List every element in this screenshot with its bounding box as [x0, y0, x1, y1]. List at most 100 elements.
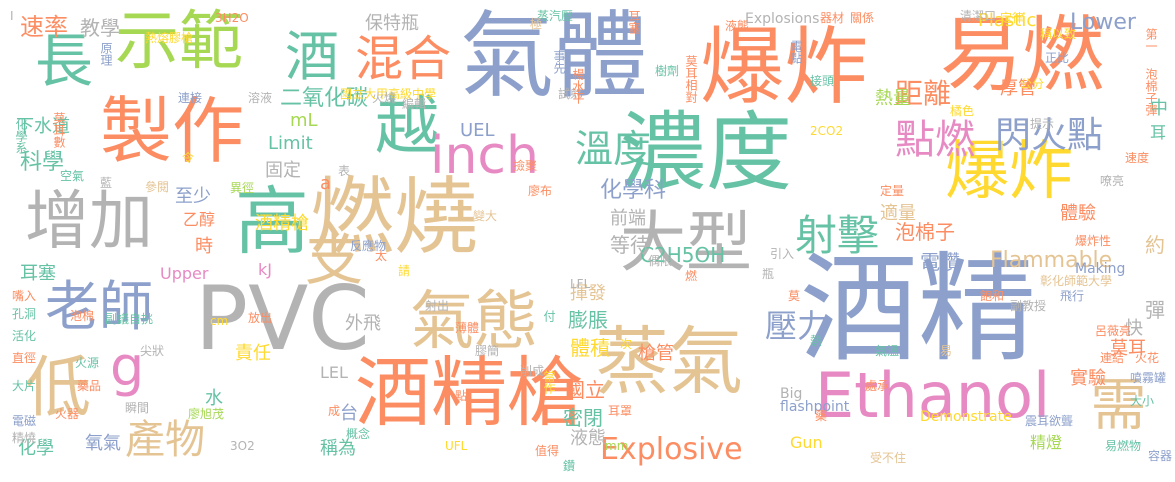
cloud-word: 速度 [1125, 151, 1150, 165]
cloud-word: Big [780, 386, 803, 402]
cloud-word: 槍管 [638, 343, 674, 364]
cloud-word: 飽和 [980, 289, 1005, 303]
cloud-word: 酒精槍 [355, 348, 583, 437]
cloud-word: 易 [940, 344, 953, 358]
cloud-word: 噴霧罐 [1130, 371, 1167, 385]
cloud-word: 火源 [75, 356, 100, 370]
cloud-word: 嘹亮 [1100, 174, 1125, 188]
cloud-word: 國立大甲高級中學 [340, 87, 437, 101]
cloud-word: 台 [340, 403, 358, 424]
cloud-word: 瞬間 [125, 401, 150, 415]
cloud-word: 試射 [558, 87, 583, 101]
cloud-word: 點燃 [895, 117, 975, 163]
cloud-word: 彰化師範大學 [1040, 274, 1113, 288]
cloud-word: Demonstrate [920, 409, 1012, 425]
cloud-word: 提示 [1030, 117, 1055, 131]
cloud-word: 下水道 [16, 116, 70, 137]
cloud-word: 快 [1125, 318, 1143, 339]
cloud-word: 大小 [1130, 394, 1155, 408]
cloud-word: 第一 [1144, 28, 1158, 52]
cloud-word: 等待 [610, 233, 650, 257]
cloud-word: 責任 [235, 343, 271, 364]
cloud-word: 請 [398, 264, 411, 278]
cloud-word: 膠簡 [475, 344, 500, 358]
cloud-word: 定量 [880, 184, 905, 198]
cloud-word: 水 [205, 388, 223, 409]
cloud-word: g [110, 335, 145, 398]
cloud-word: 溶液 [248, 91, 273, 105]
cloud-word: 變大 [473, 209, 498, 223]
cloud-word: Explosions [745, 11, 820, 27]
cloud-word: 實驗 [1070, 368, 1106, 389]
cloud-word: 2CO2 [810, 124, 844, 138]
cloud-word: 引入 [770, 247, 795, 261]
cloud-word: 飛行 [1060, 289, 1085, 303]
cloud-word: 事先 [552, 50, 566, 74]
cloud-word: 值得 [535, 444, 560, 458]
cloud-word: Flammable [990, 248, 1113, 273]
cloud-word: 偶限 [648, 254, 673, 268]
cloud-word: 爆炸 [700, 18, 869, 116]
cloud-word: 產物 [125, 417, 205, 463]
cloud-word: 彈 [1145, 298, 1165, 322]
cloud-word: 關係 [850, 11, 875, 25]
cloud-word: 膨脹 [568, 308, 608, 332]
cloud-word: 鑽 [563, 459, 576, 473]
cloud-word: 體驗 [1060, 203, 1096, 224]
cloud-word: 示範 [115, 5, 243, 79]
cloud-word: 廖布 [528, 184, 553, 198]
cloud-word: inch [430, 126, 539, 186]
cloud-word: 尖狀 [140, 344, 165, 358]
cloud-word: 藥 [815, 409, 828, 423]
cloud-word: 泡棉子彈 [1144, 68, 1158, 116]
cloud-word: 令 [182, 151, 195, 165]
cloud-word: 處承 [865, 379, 890, 393]
cloud-word: 精燈 [1030, 433, 1063, 452]
cloud-word: 酒 [285, 25, 339, 88]
cloud-word: 蒸氣 [595, 319, 743, 405]
cloud-word: 電鑽 [920, 250, 960, 274]
cloud-word: 體積 [570, 336, 610, 360]
cloud-word: 氣體 [460, 2, 649, 111]
cloud-word: 厚管 [1000, 78, 1036, 99]
cloud-word: 速率 [20, 13, 68, 41]
cloud-word: 放出 [248, 311, 273, 325]
cloud-word: 3H2O [215, 11, 249, 25]
cloud-word: 公分 [1020, 77, 1045, 91]
cloud-word: 教學 [80, 16, 120, 40]
cloud-word: 易燃物 [1105, 439, 1142, 453]
cloud-word: 電點 [789, 40, 803, 64]
cloud-word: 藍 [100, 176, 113, 190]
cloud-word: 廖旭茂 [188, 407, 225, 421]
cloud-word: Plastic [978, 10, 1037, 31]
cloud-word: 藥品 [77, 379, 102, 393]
cloud-word: kJ [258, 260, 272, 279]
cloud-word: 編輯 [402, 97, 427, 111]
cloud-word: 熱熔膠槍 [145, 31, 194, 45]
cloud-word: 閃火點 [995, 115, 1104, 156]
cloud-word: 大型 [620, 204, 752, 281]
cloud-word: 震耳欲聾 [1025, 414, 1074, 428]
cloud-word: flashpoint [780, 399, 850, 415]
cloud-word: Lower [1070, 10, 1136, 35]
cloud-word: 精燒 [12, 431, 37, 445]
cloud-word: 器材 [820, 11, 845, 25]
cloud-word: 熱 [810, 334, 823, 348]
cloud-word: 正比 [1045, 51, 1070, 65]
cloud-word: UFL [445, 439, 468, 453]
cloud-word: 耳 [1150, 123, 1167, 142]
cloud-word: Upper [160, 264, 209, 283]
cloud-word: 射擊 [795, 211, 880, 260]
cloud-word: UEL [460, 120, 495, 141]
cloud-word: 瓶 [762, 267, 775, 281]
cloud-word: 稱以致 [1040, 27, 1077, 41]
cloud-word: 高 [235, 179, 309, 265]
cloud-word: 反應物 [350, 239, 387, 253]
cloud-word: 原理 [99, 42, 113, 66]
cloud-word: 莫耳數 [52, 112, 66, 148]
cloud-word: 濃度 [620, 103, 792, 203]
cloud-word: 受不住 [870, 451, 907, 465]
cloud-word: 異徑 [230, 181, 255, 195]
cloud-word: 稱為 [320, 438, 356, 459]
cloud-word: 橘色 [950, 104, 975, 118]
